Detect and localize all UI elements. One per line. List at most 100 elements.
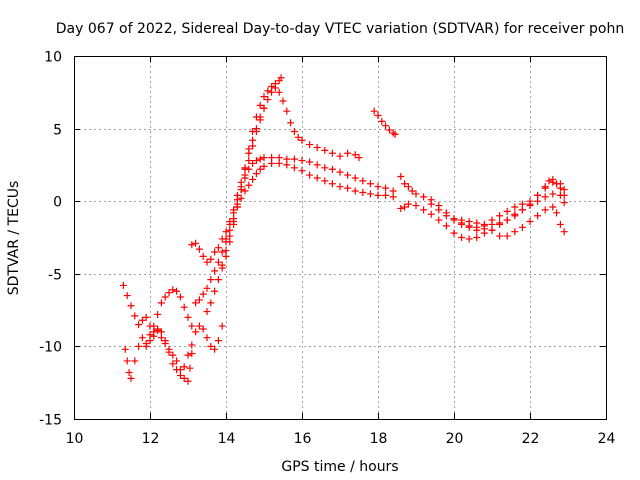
data-point <box>526 200 534 208</box>
data-point <box>541 206 549 214</box>
data-point <box>382 122 390 130</box>
grid-lines <box>74 56 606 419</box>
data-point <box>496 212 504 220</box>
data-point <box>336 183 344 191</box>
data-point <box>188 322 196 330</box>
data-point <box>328 165 336 173</box>
data-point <box>412 202 420 210</box>
data-point <box>184 313 192 321</box>
data-point <box>306 171 314 179</box>
data-point <box>526 218 534 226</box>
data-point <box>218 248 226 256</box>
data-point <box>541 183 549 191</box>
data-point <box>283 107 291 115</box>
data-point <box>230 206 238 214</box>
data-point <box>252 125 260 133</box>
data-point <box>135 342 143 350</box>
x-axis: 10 12 14 16 18 20 22 24 <box>66 56 615 447</box>
data-point <box>188 341 196 349</box>
x-tick-label: 22 <box>522 431 540 447</box>
data-point <box>207 299 215 307</box>
data-point <box>222 235 230 243</box>
data-point <box>511 203 519 211</box>
data-point <box>313 143 321 151</box>
data-point <box>203 334 211 342</box>
data-point <box>173 366 181 374</box>
data-point <box>180 374 188 382</box>
data-point <box>435 206 443 214</box>
data-point <box>249 128 257 136</box>
data-point <box>511 212 519 220</box>
data-point <box>328 149 336 157</box>
data-point <box>283 161 291 169</box>
data-point <box>549 175 557 183</box>
plot-frame <box>74 56 607 420</box>
data-point <box>397 204 405 212</box>
data-point <box>260 104 268 112</box>
data-point <box>180 363 188 371</box>
data-point <box>344 171 352 179</box>
series-pass-8 <box>222 104 268 243</box>
data-point <box>321 177 329 185</box>
data-point <box>222 247 230 255</box>
data-point <box>214 337 222 345</box>
data-point <box>195 296 203 304</box>
data-point <box>382 184 390 192</box>
data-point <box>271 80 279 88</box>
data-point <box>473 234 481 241</box>
data-point <box>125 369 133 377</box>
data-point <box>256 113 264 121</box>
data-point <box>560 228 568 236</box>
data-point <box>214 258 222 266</box>
data-point <box>176 293 184 301</box>
data-point <box>553 209 561 217</box>
data-point <box>188 350 196 358</box>
data-point <box>127 302 135 310</box>
data-point <box>264 87 272 95</box>
series-pass-11 <box>397 190 568 243</box>
data-point <box>214 244 222 252</box>
data-point <box>480 225 488 233</box>
data-point <box>218 261 226 269</box>
data-point <box>203 284 211 292</box>
data-point <box>192 239 200 247</box>
data-point <box>344 149 352 157</box>
data-point <box>161 337 169 345</box>
data-point <box>184 351 192 359</box>
data-point <box>237 194 245 202</box>
data-point <box>420 206 428 214</box>
data-point <box>138 316 146 324</box>
data-point <box>195 322 203 330</box>
data-point <box>553 180 561 188</box>
data-point <box>131 312 139 320</box>
data-point <box>518 223 526 231</box>
data-point <box>374 183 382 191</box>
data-point <box>211 267 219 275</box>
data-point <box>442 212 450 220</box>
data-point <box>534 212 542 220</box>
data-point <box>389 193 397 201</box>
data-point <box>458 220 466 228</box>
data-point <box>245 181 253 189</box>
data-point <box>207 255 215 263</box>
y-tick-label: 0 <box>53 195 62 211</box>
data-point <box>119 281 127 289</box>
data-point <box>184 377 192 385</box>
data-point <box>150 322 158 330</box>
data-point <box>131 357 139 365</box>
data-point <box>427 200 435 208</box>
series-pass-4 <box>188 154 397 266</box>
data-point <box>260 93 268 101</box>
data-point <box>355 154 363 162</box>
data-point <box>496 219 504 227</box>
data-point <box>488 220 496 228</box>
data-point <box>366 180 374 188</box>
chart-title: Day 067 of 2022, Sidereal Day-to-day VTE… <box>56 21 624 37</box>
data-point <box>121 345 129 353</box>
data-point <box>404 200 412 208</box>
data-point <box>549 203 557 211</box>
data-point <box>142 342 150 350</box>
data-point <box>351 174 359 182</box>
data-point <box>169 360 177 368</box>
